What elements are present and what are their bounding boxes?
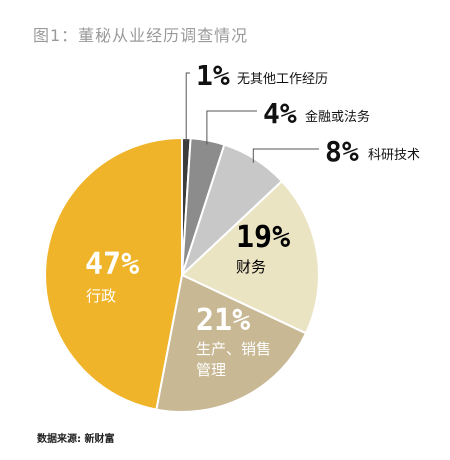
source-note: 数据来源: 新财富 — [37, 434, 115, 445]
leader-line — [206, 110, 257, 145]
slice-value-label: 1% — [196, 59, 230, 92]
slice-value-label: 4% — [263, 97, 297, 130]
slice-category-label: 无其他工作经历 — [237, 72, 328, 87]
chart-title: 图1：董秘从业经历调查情况 — [33, 26, 249, 45]
pie-slice — [44, 136, 183, 411]
pie-slice — [155, 273, 308, 413]
slice-category-label: 金融或法务 — [305, 109, 370, 125]
slice-value-label: 19% — [236, 220, 290, 255]
slice-category-label: 财务 — [236, 258, 266, 276]
slice-category-label: 生产、销售 — [196, 340, 271, 358]
slice-category-label: 管理 — [196, 361, 226, 379]
slice-category-label: 行政 — [86, 287, 116, 305]
leader-line — [185, 72, 190, 143]
slice-value-label: 47% — [85, 247, 139, 282]
leader-line — [252, 148, 319, 163]
slice-value-label: 21% — [196, 303, 250, 338]
slice-category-label: 科研技术 — [368, 148, 420, 163]
pie-slice — [180, 179, 320, 335]
slice-value-label: 8% — [325, 135, 359, 168]
